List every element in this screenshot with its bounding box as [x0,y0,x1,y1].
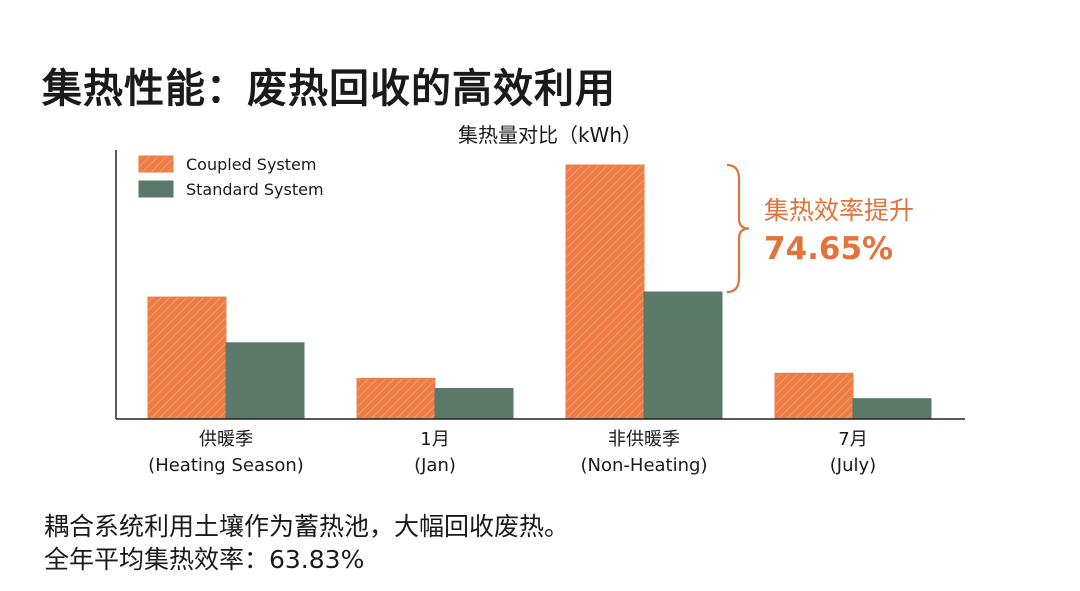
annotation-brace [726,163,750,294]
footer-line-1: 耦合系统利用土壤作为蓄热池，大幅回收废热。 [44,512,570,541]
x-tick-label-1-1: (Jan) [414,455,456,476]
legend-label-0: Coupled System [186,155,316,174]
x-tick-labels: 供暖季 (Heating Season) 1月 (Jan) 非供暖季 (Non-Heati… [148,429,876,476]
bars-group [147,164,932,420]
legend-swatch-0 [138,155,174,173]
coupled-bar-2 [565,164,645,420]
standard-bar-2 [643,291,723,420]
legend: Coupled System Standard System [138,155,324,199]
x-tick-label-2-1: (Non-Heating) [581,455,708,476]
x-tick-label-0-1: (Heating Season) [148,455,304,476]
annotation-label: 集热效率提升 [764,196,914,225]
coupled-bar-3 [774,372,854,420]
chart-title: 集热量对比（kWh） [458,123,642,147]
annotation-value: 74.65% [764,231,893,267]
standard-bar-3 [852,398,932,420]
x-tick-label-1-0: 1月 [420,429,449,450]
x-tick-label-2-0: 非供暖季 [608,429,680,450]
standard-bar-1 [434,388,514,420]
page-title: 集热性能：废热回收的高效利用 [42,66,616,112]
coupled-bar-0 [147,296,227,420]
x-tick-label-3-0: 7月 [838,429,867,450]
legend-swatch-1 [138,180,174,198]
standard-bar-0 [225,342,305,420]
coupled-bar-1 [356,377,436,420]
footer-line-2: 全年平均集热效率：63.83% [44,545,365,574]
legend-label-1: Standard System [186,180,324,199]
x-tick-label-0-0: 供暖季 [199,429,253,450]
x-tick-label-3-1: (July) [830,455,876,476]
annotation: 集热效率提升 74.65% [726,163,914,294]
